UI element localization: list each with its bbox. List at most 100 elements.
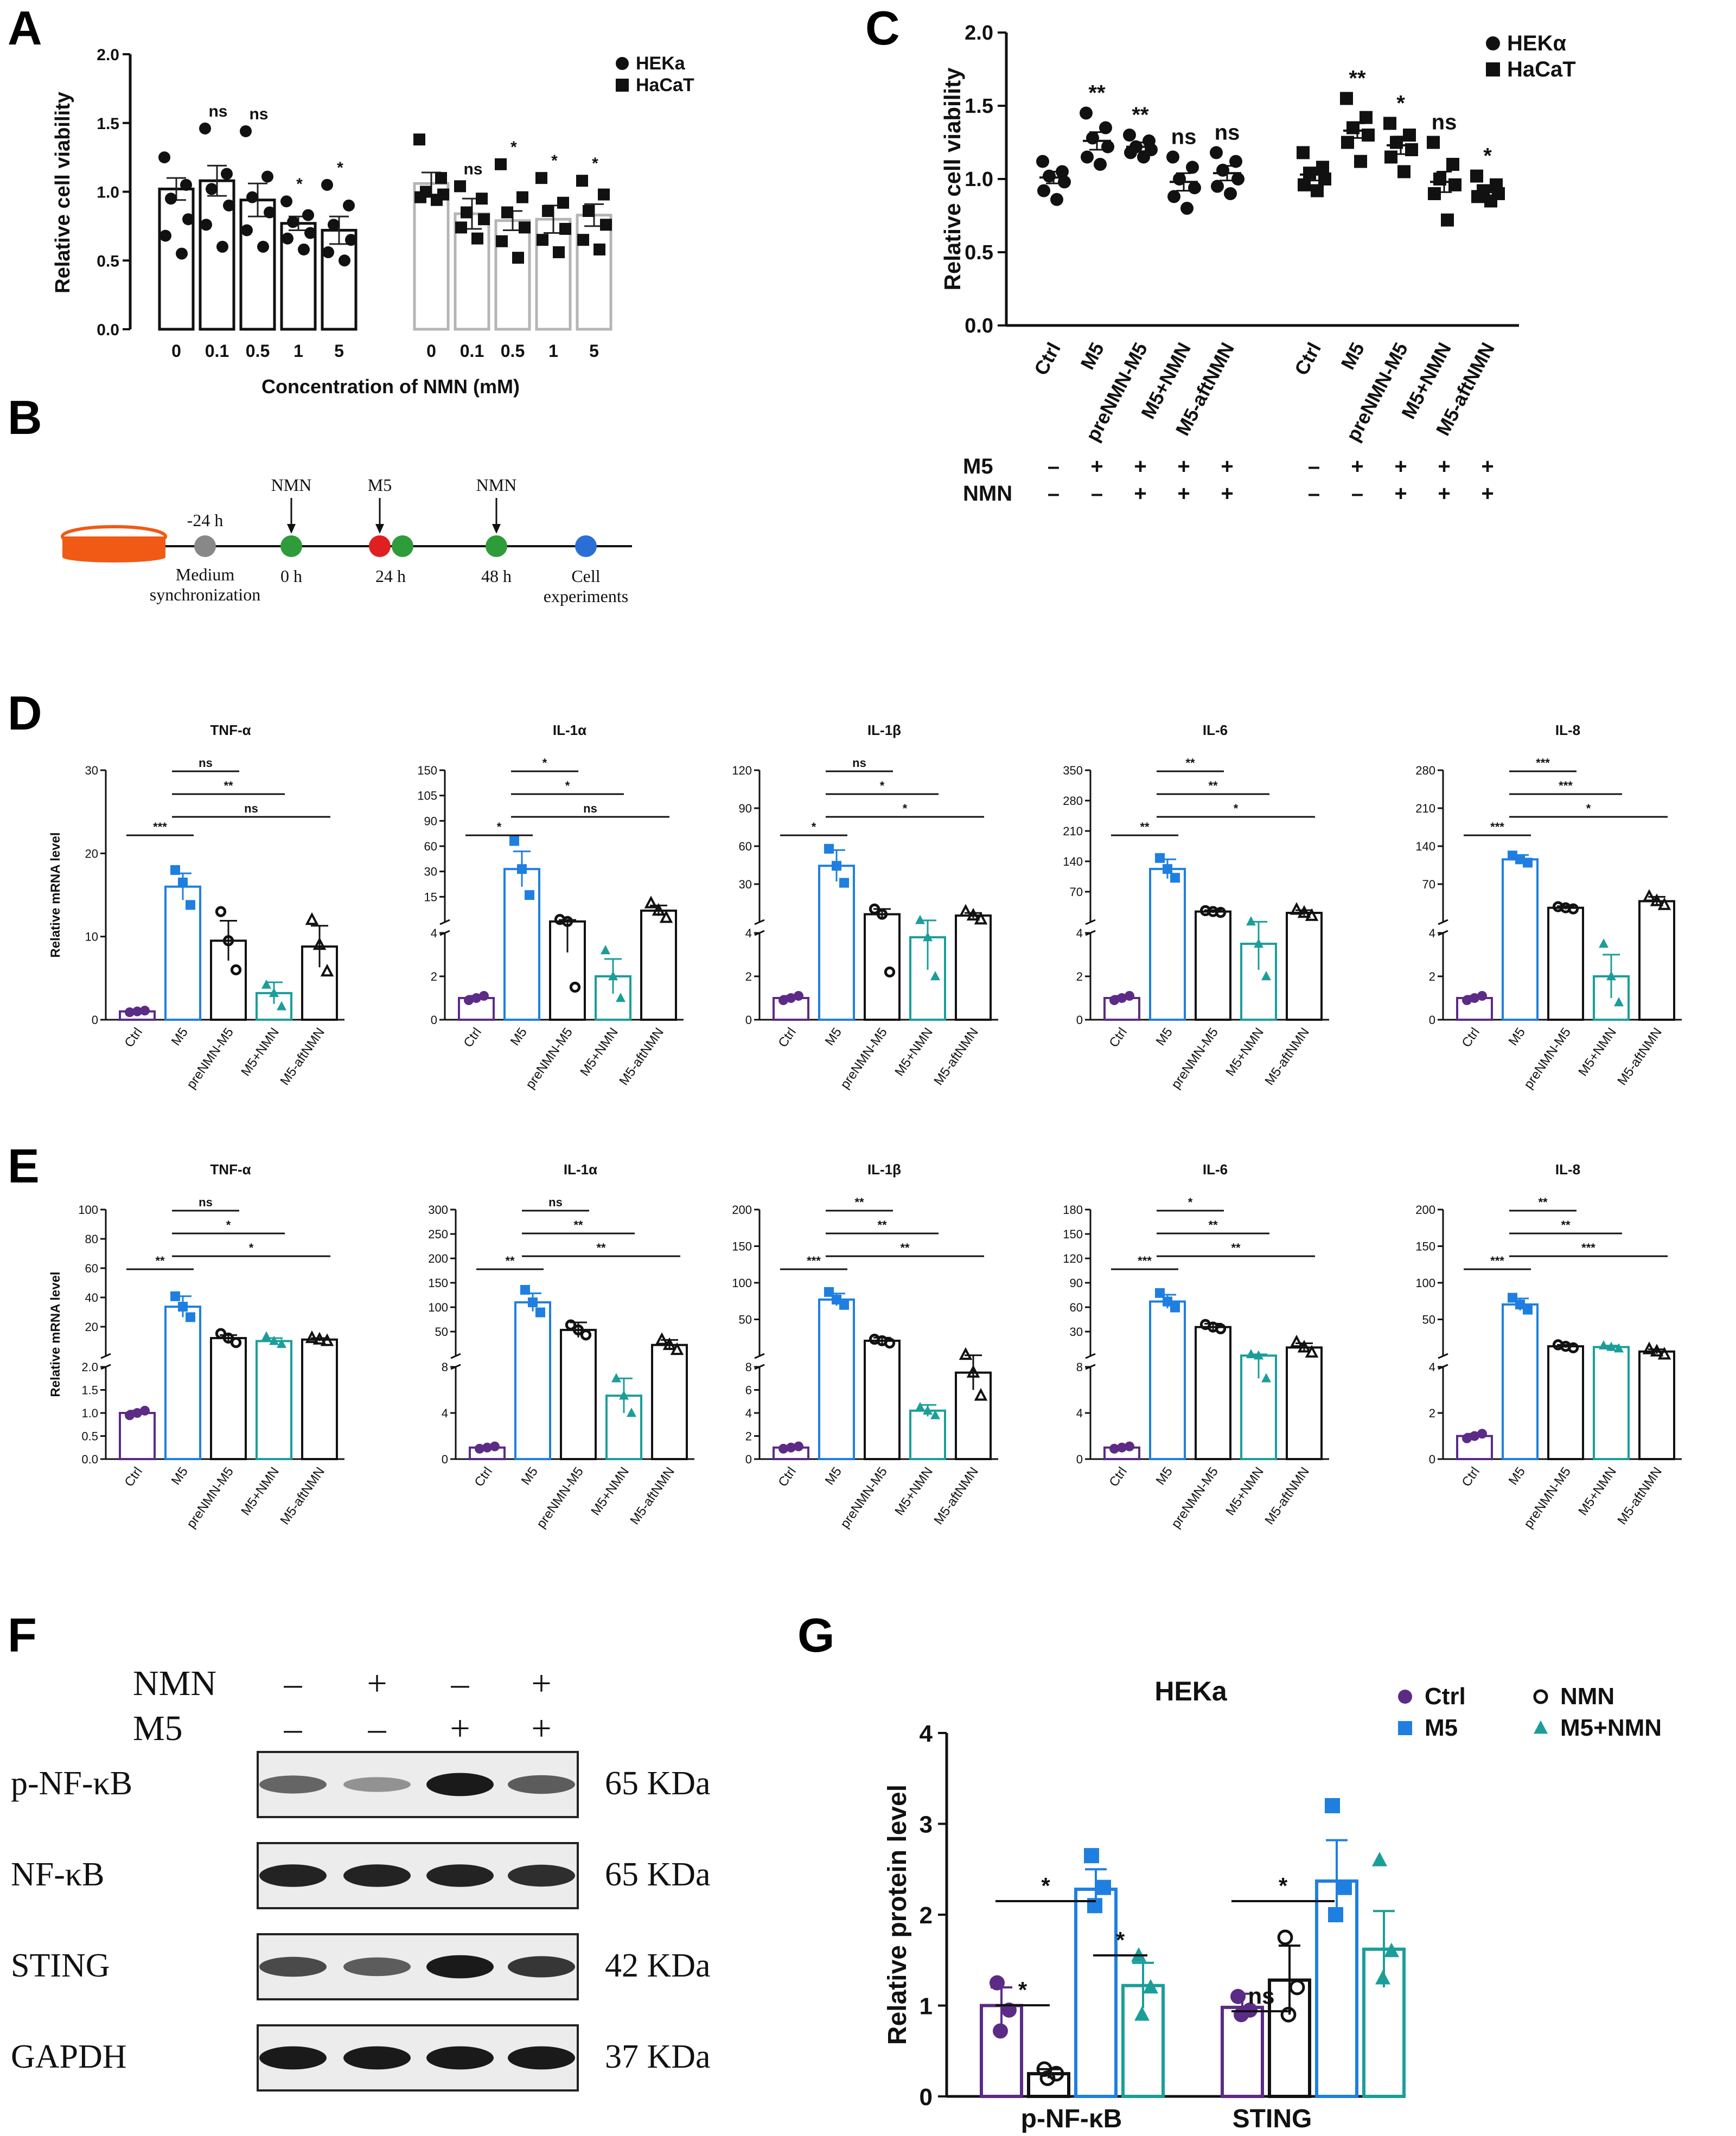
y-tick-label: 2 <box>745 1430 752 1443</box>
data-point <box>884 1337 896 1349</box>
y-tick-label: 200 <box>428 1252 448 1265</box>
data-point <box>535 1307 545 1318</box>
comparison-label: * <box>812 820 816 834</box>
data-point <box>199 122 211 135</box>
bar <box>158 187 195 331</box>
treatment-mark: + <box>1177 455 1190 478</box>
y-axis-label: Relative cell viability <box>940 67 965 291</box>
data-point <box>557 196 569 209</box>
y-tick-label: 1.5 <box>81 1384 98 1397</box>
treatment-mark: + <box>367 1664 387 1703</box>
y-tick-label: 0.5 <box>965 241 993 264</box>
data-point <box>1134 2006 1150 2021</box>
legend-marker <box>1398 1721 1412 1735</box>
data-point <box>464 995 474 1005</box>
x-tick-label: M5-aftNMN <box>931 1025 981 1088</box>
data-point <box>565 1319 577 1331</box>
bar <box>1502 858 1539 1021</box>
data-point <box>839 1300 849 1310</box>
bar <box>1195 1326 1231 1461</box>
data-point <box>1289 1979 1305 1996</box>
comparison-label: * <box>1279 1873 1288 1898</box>
comparison-label: ** <box>573 1218 583 1232</box>
x-tick-label: M5 <box>1076 339 1108 373</box>
bar <box>1074 1888 1118 2099</box>
x-tick-label: M5+NMN <box>892 1025 936 1079</box>
comparison-label: *** <box>1138 1254 1152 1268</box>
blot-band <box>259 2046 327 2070</box>
x-tick-label: M5+NMN <box>1223 1464 1267 1518</box>
data-point <box>1037 184 1050 197</box>
data-point <box>1080 106 1093 120</box>
y-tick-label: 0 <box>442 1453 448 1466</box>
y-tick-label: 150 <box>417 764 437 777</box>
data-point <box>832 861 841 871</box>
blot-band <box>426 1864 494 1887</box>
data-point <box>132 1408 142 1418</box>
y-tick-label: 60 <box>1070 1301 1083 1314</box>
y-tick-label: 120 <box>1063 1252 1083 1265</box>
y-tick-label: 1.0 <box>97 184 119 202</box>
y-tick-label: 70 <box>1422 878 1435 891</box>
treatment-mark: + <box>1221 482 1233 506</box>
data-point <box>221 168 233 180</box>
data-point <box>1650 1344 1664 1357</box>
data-point <box>1508 1293 1517 1303</box>
data-point <box>1441 213 1454 227</box>
comparison-label: ns <box>548 1195 563 1209</box>
data-point <box>1143 1979 1158 1994</box>
data-point <box>915 914 925 924</box>
data-point <box>261 979 271 989</box>
y-tick-label: 1.0 <box>965 168 993 191</box>
x-tick-label: Ctrl <box>122 1464 145 1489</box>
data-point <box>1166 150 1179 164</box>
y-tick-label: 300 <box>428 1203 448 1217</box>
treatment-mark: + <box>1134 482 1146 506</box>
y-tick-label: 150 <box>428 1276 448 1290</box>
x-tick-label: M5-aftNMN <box>931 1464 981 1527</box>
data-point <box>490 1441 500 1451</box>
data-point <box>966 1365 980 1378</box>
data-point <box>178 878 188 887</box>
panel-label-c: C <box>865 1 900 55</box>
y-tick-label: 30 <box>85 764 98 777</box>
blot-band <box>426 1773 494 1796</box>
bar <box>1195 910 1231 1021</box>
data-point <box>1515 1299 1525 1309</box>
timeline-top-label: NMN <box>271 475 312 495</box>
x-tick-label: M5-aftNMN <box>1614 1464 1664 1527</box>
data-point <box>298 243 310 255</box>
data-point <box>577 234 589 246</box>
x-tick-label: M5+NMN <box>1575 1464 1619 1518</box>
treatment-mark: + <box>1481 482 1494 506</box>
chart-title: IL-1α <box>553 722 586 738</box>
bar <box>1638 900 1675 1021</box>
treatment-mark: – <box>1048 455 1060 478</box>
data-point <box>1606 971 1616 981</box>
timeline-note: Medium <box>176 565 235 584</box>
data-point <box>528 1297 538 1308</box>
data-point <box>321 178 333 191</box>
data-point <box>132 1006 142 1016</box>
x-tick-label: Ctrl <box>1290 339 1325 379</box>
treatment-mark: – <box>368 1709 387 1748</box>
culture-dish-base <box>62 552 165 562</box>
bar <box>955 914 992 1021</box>
bar <box>1286 912 1323 1021</box>
y-tick-label: 2 <box>1076 970 1083 983</box>
data-point <box>200 219 212 231</box>
blot-band <box>508 1775 575 1794</box>
y-tick-label: 4 <box>920 1721 933 1747</box>
y-tick-label: 180 <box>1063 1203 1083 1217</box>
bar <box>164 1306 201 1460</box>
y-tick-label: 0.0 <box>81 1453 98 1466</box>
data-point <box>1254 938 1263 948</box>
data-point <box>598 188 610 201</box>
data-point <box>930 1410 940 1419</box>
data-point <box>159 229 171 242</box>
timeline-point <box>486 535 507 557</box>
x-tick-label: preNMN-M5 <box>523 1025 576 1092</box>
treatment-mark: + <box>531 1709 551 1748</box>
